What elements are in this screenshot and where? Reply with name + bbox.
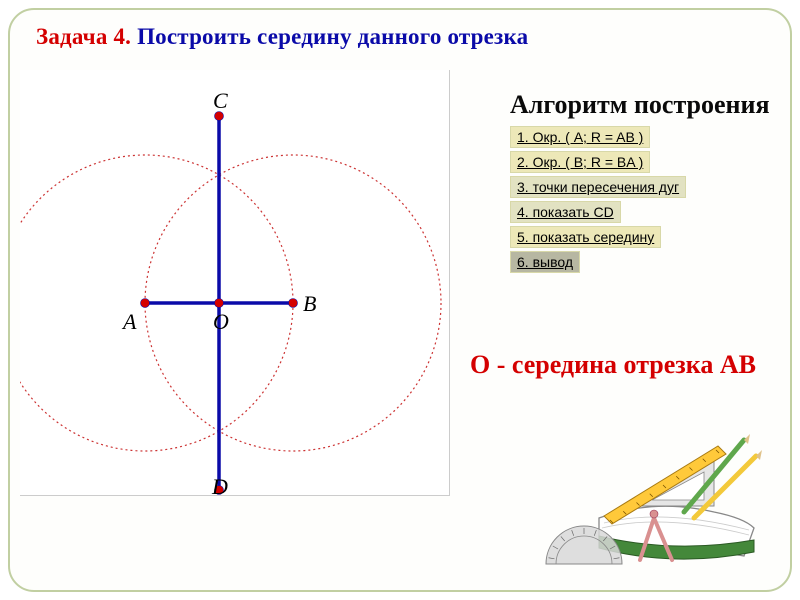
task-title: Задача 4. Построить середину данного отр… <box>36 24 528 50</box>
geometry-svg: C D A B O <box>20 70 450 496</box>
algorithm-step-4[interactable]: 4. показать CD <box>510 201 621 223</box>
task-number: Задача 4. <box>36 24 131 49</box>
algorithm-step-6[interactable]: 6. вывод <box>510 251 580 273</box>
tools-illustration <box>544 428 764 568</box>
svg-text:D: D <box>211 474 228 496</box>
task-text: Построить середину данного отрезка <box>131 24 528 49</box>
algorithm-step-3[interactable]: 3. точки пересечения дуг <box>510 176 686 198</box>
algorithm-step-1[interactable]: 1. Окр. ( A; R = AB ) <box>510 126 650 148</box>
slide-frame: Задача 4. Построить середину данного отр… <box>8 8 792 592</box>
algorithm-step-2[interactable]: 2. Окр. ( B; R = BA ) <box>510 151 650 173</box>
algorithm-step-5[interactable]: 5. показать середину <box>510 226 661 248</box>
svg-text:B: B <box>303 291 316 316</box>
geometry-diagram: C D A B O <box>20 70 450 496</box>
algorithm-heading: Алгоритм построения <box>510 90 770 120</box>
svg-text:C: C <box>213 88 228 113</box>
svg-text:O: O <box>213 309 229 334</box>
conclusion-text: O - середина отрезка AB <box>470 350 756 380</box>
tools-svg <box>544 428 764 568</box>
svg-text:A: A <box>121 309 137 334</box>
algorithm-list: 1. Окр. ( A; R = AB ) 2. Окр. ( B; R = BA… <box>510 126 686 273</box>
